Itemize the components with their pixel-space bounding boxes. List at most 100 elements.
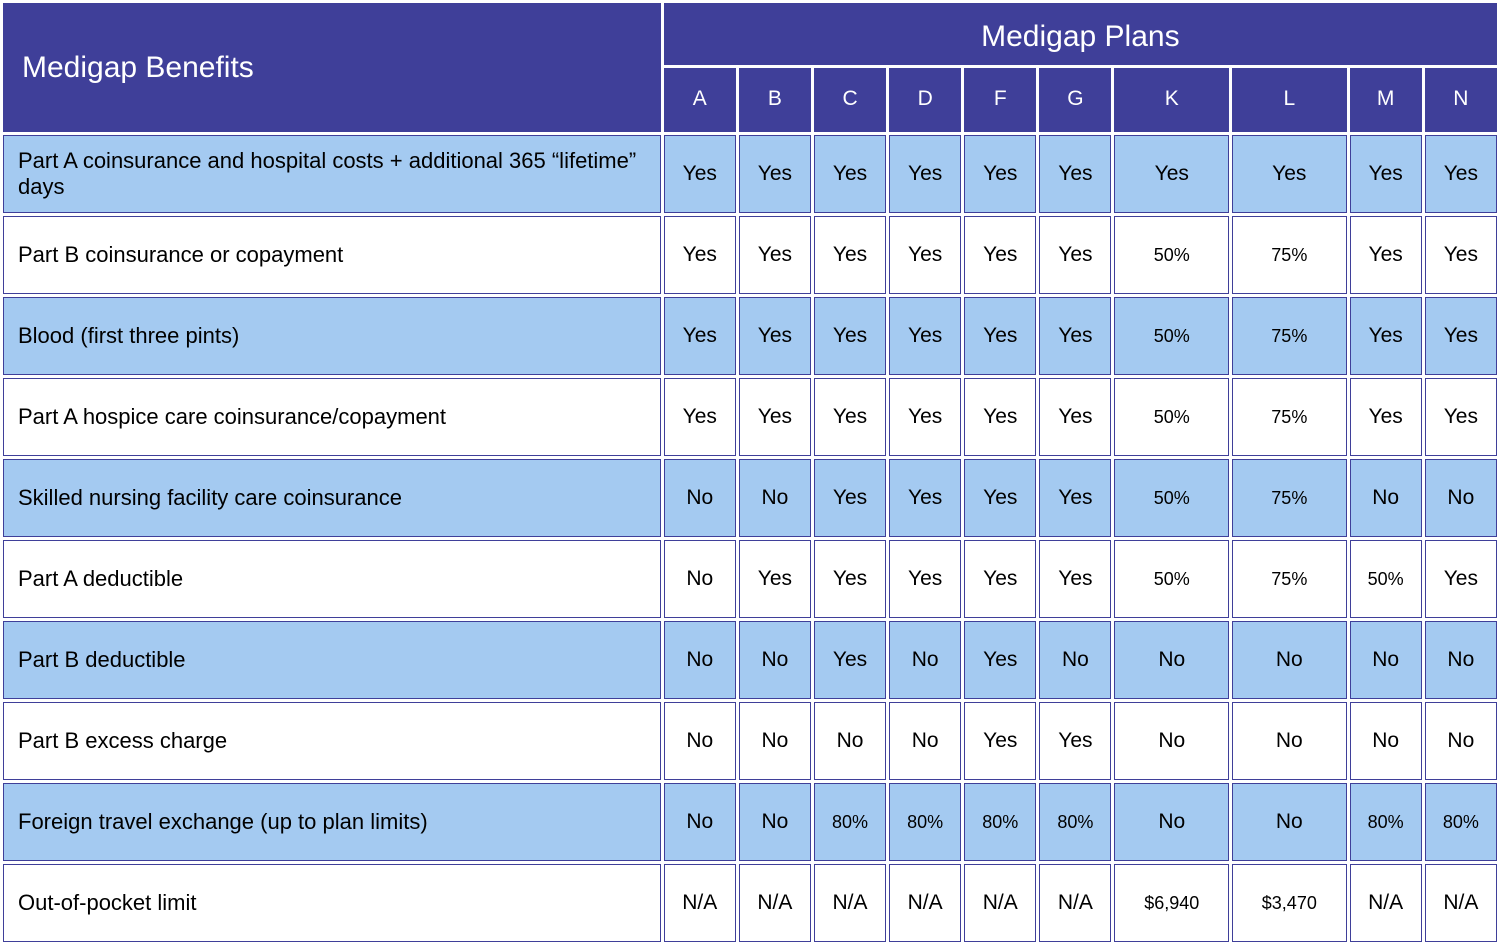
benefit-label: Part A hospice care coinsurance/copaymen… (3, 378, 661, 456)
plan-column-header: D (889, 68, 961, 132)
value-cell: Yes (1350, 216, 1422, 294)
benefit-label: Part A deductible (3, 540, 661, 618)
value-cell: No (1425, 621, 1497, 699)
value-cell: Yes (664, 216, 736, 294)
value-cell: 80% (889, 783, 961, 861)
value-cell: 50% (1114, 540, 1229, 618)
table-row: Out-of-pocket limitN/AN/AN/AN/AN/AN/A$6,… (3, 864, 1497, 942)
value-cell: No (739, 702, 811, 780)
value-cell: 75% (1232, 378, 1347, 456)
benefit-label: Foreign travel exchange (up to plan limi… (3, 783, 661, 861)
plan-column-header: K (1114, 68, 1229, 132)
value-cell: Yes (964, 540, 1036, 618)
value-cell: Yes (814, 216, 886, 294)
value-cell: 50% (1350, 540, 1422, 618)
value-cell: No (1350, 702, 1422, 780)
value-cell: 75% (1232, 540, 1347, 618)
value-cell: No (664, 540, 736, 618)
value-cell: Yes (1039, 540, 1111, 618)
value-cell: Yes (964, 297, 1036, 375)
value-cell: 80% (814, 783, 886, 861)
value-cell: Yes (889, 378, 961, 456)
table-row: Foreign travel exchange (up to plan limi… (3, 783, 1497, 861)
value-cell: No (1350, 621, 1422, 699)
value-cell: Yes (664, 297, 736, 375)
value-cell: Yes (1350, 378, 1422, 456)
value-cell: Yes (1039, 378, 1111, 456)
value-cell: 50% (1114, 459, 1229, 537)
value-cell: Yes (1350, 297, 1422, 375)
medigap-table-container: Medigap Benefits Medigap Plans ABCDFGKLM… (0, 0, 1500, 945)
value-cell: No (1114, 702, 1229, 780)
table-row: Part A hospice care coinsurance/copaymen… (3, 378, 1497, 456)
value-cell: No (1350, 459, 1422, 537)
value-cell: 80% (1039, 783, 1111, 861)
value-cell: Yes (814, 297, 886, 375)
value-cell: 75% (1232, 297, 1347, 375)
value-cell: Yes (1425, 540, 1497, 618)
value-cell: No (739, 459, 811, 537)
value-cell: N/A (889, 864, 961, 942)
value-cell: Yes (1039, 135, 1111, 213)
value-cell: No (664, 702, 736, 780)
value-cell: $6,940 (1114, 864, 1229, 942)
value-cell: Yes (964, 135, 1036, 213)
value-cell: No (1114, 783, 1229, 861)
value-cell: No (1039, 621, 1111, 699)
plans-title: Medigap Plans (664, 3, 1497, 65)
value-cell: No (739, 621, 811, 699)
value-cell: Yes (1039, 216, 1111, 294)
value-cell: 50% (1114, 378, 1229, 456)
value-cell: Yes (739, 378, 811, 456)
value-cell: Yes (739, 540, 811, 618)
value-cell: N/A (1039, 864, 1111, 942)
value-cell: 75% (1232, 216, 1347, 294)
value-cell: Yes (814, 459, 886, 537)
value-cell: Yes (889, 297, 961, 375)
benefit-label: Part B excess charge (3, 702, 661, 780)
value-cell: Yes (964, 702, 1036, 780)
table-header: Medigap Benefits Medigap Plans ABCDFGKLM… (3, 3, 1497, 132)
value-cell: Yes (1039, 459, 1111, 537)
value-cell: Yes (1232, 135, 1347, 213)
benefit-label: Part B deductible (3, 621, 661, 699)
value-cell: Yes (1039, 297, 1111, 375)
table-row: Skilled nursing facility care coinsuranc… (3, 459, 1497, 537)
plan-column-header: M (1350, 68, 1422, 132)
table-row: Part B coinsurance or copaymentYesYesYes… (3, 216, 1497, 294)
value-cell: No (664, 621, 736, 699)
value-cell: No (889, 621, 961, 699)
value-cell: N/A (1425, 864, 1497, 942)
table-row: Part B deductibleNoNoYesNoYesNoNoNoNoNo (3, 621, 1497, 699)
value-cell: Yes (964, 459, 1036, 537)
medigap-table: Medigap Benefits Medigap Plans ABCDFGKLM… (0, 0, 1500, 945)
value-cell: 80% (964, 783, 1036, 861)
plan-column-header: G (1039, 68, 1111, 132)
value-cell: Yes (814, 378, 886, 456)
table-body: Part A coinsurance and hospital costs + … (3, 135, 1497, 942)
benefit-label: Out-of-pocket limit (3, 864, 661, 942)
table-row: Part A coinsurance and hospital costs + … (3, 135, 1497, 213)
value-cell: Yes (889, 459, 961, 537)
value-cell: Yes (664, 135, 736, 213)
table-row: Part B excess chargeNoNoNoNoYesYesNoNoNo… (3, 702, 1497, 780)
value-cell: Yes (889, 216, 961, 294)
value-cell: Yes (964, 378, 1036, 456)
value-cell: No (814, 702, 886, 780)
benefit-label: Part B coinsurance or copayment (3, 216, 661, 294)
value-cell: No (1232, 702, 1347, 780)
value-cell: Yes (739, 297, 811, 375)
value-cell: 80% (1425, 783, 1497, 861)
value-cell: Yes (1425, 297, 1497, 375)
value-cell: Yes (1039, 702, 1111, 780)
value-cell: 50% (1114, 216, 1229, 294)
plan-column-header: B (739, 68, 811, 132)
value-cell: $3,470 (1232, 864, 1347, 942)
value-cell: Yes (739, 216, 811, 294)
value-cell: Yes (964, 216, 1036, 294)
value-cell: 50% (1114, 297, 1229, 375)
value-cell: No (1425, 702, 1497, 780)
value-cell: Yes (814, 540, 886, 618)
value-cell: N/A (739, 864, 811, 942)
value-cell: Yes (1425, 216, 1497, 294)
